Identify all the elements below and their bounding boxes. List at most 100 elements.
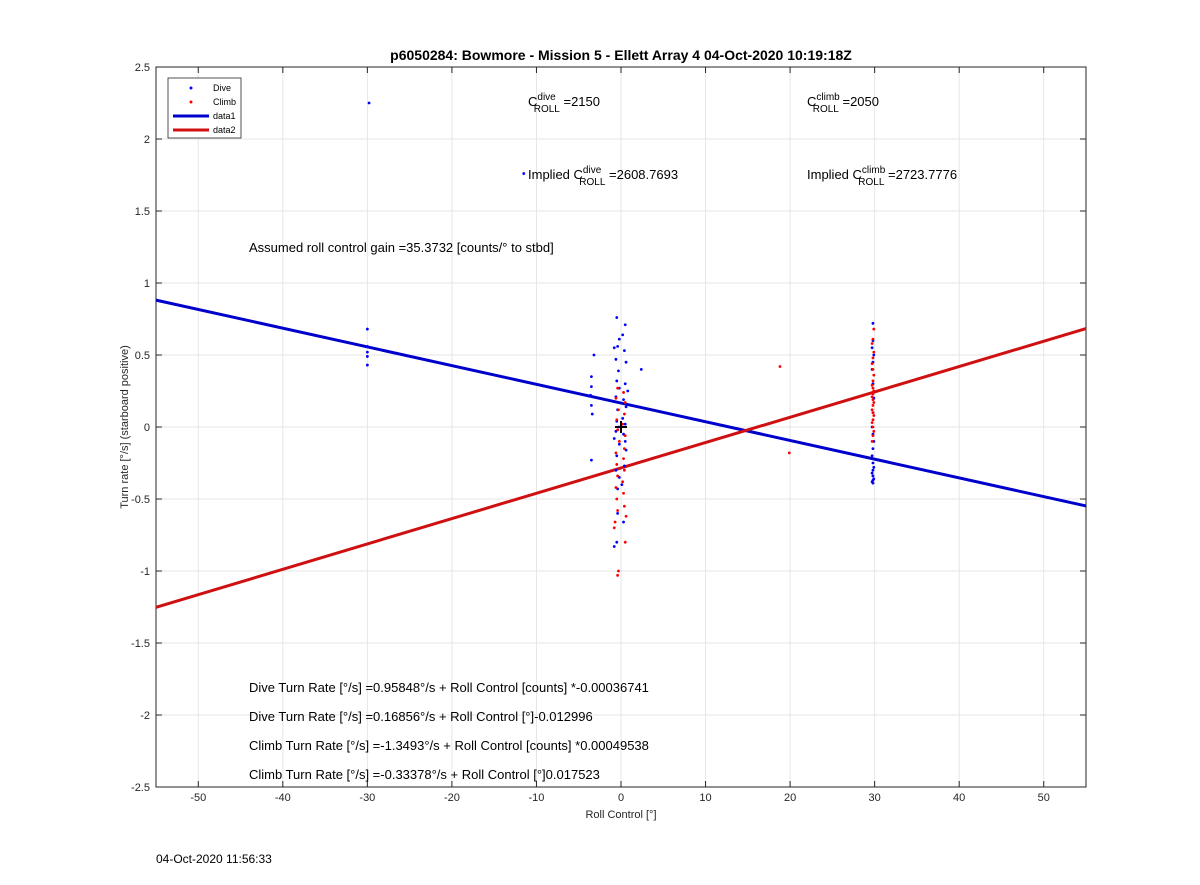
c-roll-dive-annotation: Cdive ROLL =2150 [528, 92, 600, 115]
data-point-dive [621, 333, 625, 337]
data-point-dive [639, 368, 643, 371]
data-point-dive [870, 346, 874, 350]
data-point-climb [871, 379, 875, 383]
data-point-dive [365, 355, 369, 358]
data-point-dive [624, 360, 628, 364]
y-tick-label: 0 [144, 422, 150, 434]
data-point-climb [872, 373, 876, 377]
climb-degrees-equation: Climb Turn Rate [°/s] =-0.33378°/s + Rol… [249, 767, 600, 782]
data-point-climb [871, 434, 875, 438]
data-point-climb [613, 520, 617, 524]
y-tick-label: 2 [144, 134, 150, 146]
fit-line-data2 [155, 327, 1087, 609]
legend: Dive Climb data1 data2 [167, 77, 242, 139]
implied-c-roll-dive-annotation: Implied Cdive ROLL =2608.7693 [528, 165, 678, 188]
data-point-climb [870, 342, 874, 345]
data-point-climb [617, 440, 621, 443]
data-point-climb [616, 573, 620, 577]
data-point-dive [622, 464, 626, 468]
data-point-dive [612, 346, 616, 350]
implied-climb-value: =2723.7776 [884, 167, 957, 182]
data-point-climb [872, 429, 876, 433]
legend-label-dive: Dive [213, 83, 231, 93]
data-point-dive [871, 481, 875, 485]
data-point-dive [592, 353, 596, 357]
data-point-dive [872, 353, 876, 357]
implied-dive-value: =2608.7693 [605, 167, 678, 182]
data-point-dive [626, 389, 630, 393]
data-point-dive [620, 483, 624, 486]
data-point-climb [871, 368, 875, 371]
origin-crosshair-marker [615, 421, 627, 433]
x-tick-label: 10 [699, 792, 711, 804]
roll-gain-annotation: Assumed roll control gain =35.3732 [coun… [249, 240, 554, 255]
data-point-dive [870, 471, 874, 475]
data-point-dive [615, 379, 619, 383]
legend-marker-climb [189, 100, 193, 104]
data-point-climb [617, 569, 620, 573]
data-point-climb [778, 365, 782, 368]
implied-c-roll-climb-annotation: Implied Cclimb ROLL =2723.7776 [807, 165, 957, 188]
data-point-dive [623, 323, 627, 327]
climb-counts-equation: Climb Turn Rate [°/s] =-1.3493°/s + Roll… [249, 738, 649, 753]
c-roll-dive-base: C [528, 94, 537, 109]
data-point-climb [615, 497, 619, 501]
data-point-climb [871, 404, 875, 407]
c-roll-dive-sup: dive [537, 92, 556, 103]
c-roll-dive-sub: ROLL [534, 104, 561, 115]
y-axis-label: Turn rate [°/s] (starboard positive) [119, 345, 131, 509]
data-point-climb [871, 398, 875, 402]
data-point-dive [612, 437, 616, 440]
data-point-dive [367, 101, 371, 105]
data-point-dive [617, 337, 621, 341]
fit-line-data1 [155, 298, 1087, 508]
axis-ticks: -50 -40 -30 -20 -10 0 10 20 30 40 50-2.5-2-1.5-1-0… [131, 62, 1086, 804]
data-point-climb [871, 392, 875, 396]
data-point-climb [615, 418, 619, 422]
data-point-dive [365, 363, 369, 367]
data-point-dive [590, 404, 593, 407]
data-point-dive [871, 468, 875, 472]
x-tick-label: -50 [190, 792, 206, 804]
data-point-climb [614, 396, 618, 400]
x-tick-label: 0 [618, 792, 624, 804]
data-point-climb [616, 386, 620, 390]
data-point-dive [616, 344, 620, 348]
data-point-climb [624, 514, 628, 518]
y-tick-label: 1.5 [135, 206, 150, 218]
data-point-climb [615, 463, 619, 466]
data-point-climb [622, 447, 626, 450]
data-point-climb [870, 408, 874, 412]
y-tick-label: -1 [140, 566, 150, 578]
x-tick-label: 30 [869, 792, 881, 804]
x-tick-label: -10 [529, 792, 545, 804]
data-point-dive [871, 474, 875, 478]
data-point-dive [590, 375, 593, 378]
chart-title: p6050284: Bowmore - Mission 5 - Ellett A… [390, 47, 852, 63]
legend-marker-dive [189, 86, 193, 90]
y-tick-label: -1.5 [131, 638, 150, 650]
y-tick-label: -0.5 [131, 494, 150, 506]
data-point-climb [622, 457, 625, 461]
data-point-climb [870, 421, 874, 425]
data-point-climb [612, 526, 616, 530]
legend-label-data2: data2 [213, 125, 236, 135]
legend-entries: Dive Climb data1 data2 [173, 83, 236, 135]
data-point-dive [871, 321, 875, 325]
data-point-dive [590, 412, 594, 416]
data-point-climb [622, 391, 625, 394]
data-point-dive [590, 458, 593, 462]
data-point-climb [617, 408, 620, 412]
x-tick-label: -30 [359, 792, 375, 804]
implied-dive-sub: ROLL [579, 177, 606, 188]
data-point-dive [365, 350, 369, 354]
data-point-dive [621, 416, 625, 420]
implied-dive-sup: dive [583, 165, 602, 176]
data-point-climb [870, 395, 874, 399]
data-point-climb [787, 451, 791, 455]
y-tick-label: 1 [144, 278, 150, 290]
data-point-climb [871, 386, 875, 390]
data-point-dive [617, 369, 620, 373]
implied-climb-prefix: Implied C [807, 167, 862, 182]
y-tick-label: -2.5 [131, 782, 150, 794]
